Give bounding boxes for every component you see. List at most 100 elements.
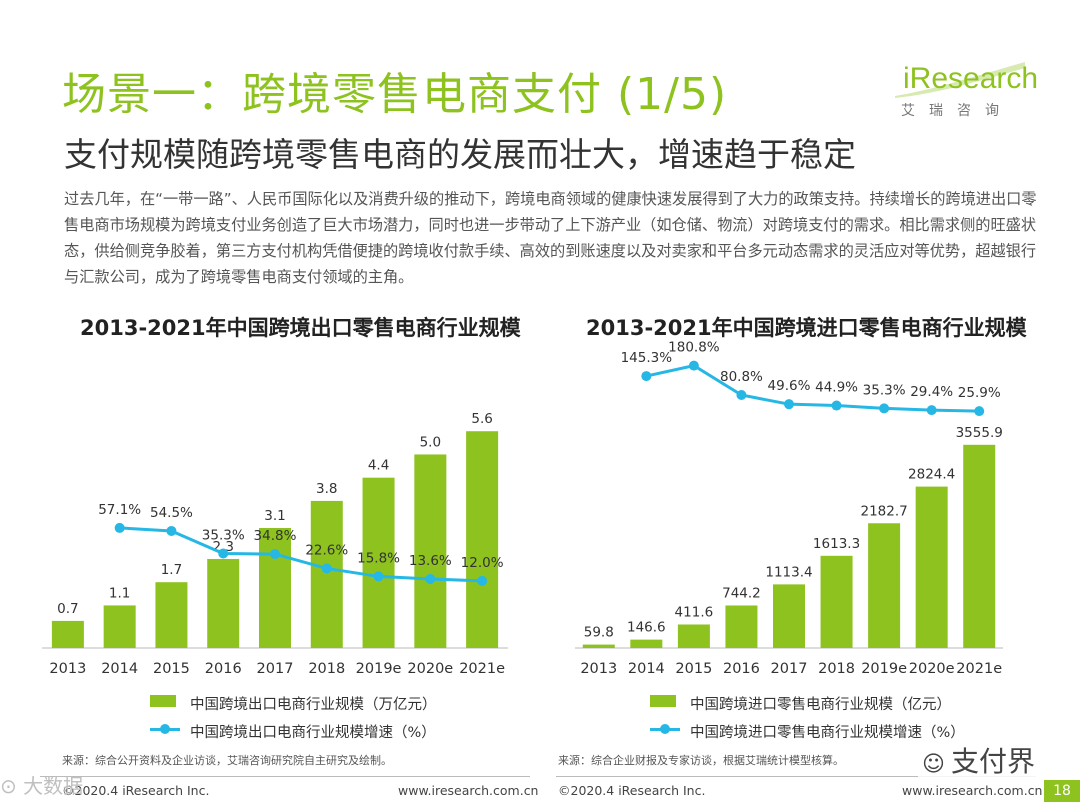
footer-url-right[interactable]: www.iresearch.com.cn: [902, 783, 1043, 798]
logo-text: iResearch: [903, 62, 1039, 95]
corner-watermark: ⊙ 大数据: [0, 770, 83, 799]
growth-point: [166, 525, 177, 536]
bar-value-label: 1.7: [161, 562, 182, 578]
growth-value-label: 54.5%: [150, 505, 193, 521]
bar-value-label: 411.6: [675, 604, 714, 620]
growth-point: [270, 549, 280, 560]
bar: [310, 500, 343, 648]
watermark-text: 大数据: [23, 774, 84, 798]
growth-point: [477, 575, 488, 586]
bar: [677, 624, 710, 648]
footer-copyright-right: ©2020.4 iResearch Inc.: [558, 783, 706, 798]
watermark-icon: ⊙: [0, 774, 24, 798]
bar-value-label: 744.2: [722, 585, 761, 601]
x-tick-label: 2019e: [861, 661, 907, 677]
footer-copyright-left: ©2020.4 iResearch Inc.: [62, 783, 210, 798]
x-tick-label: 2016: [205, 661, 242, 677]
x-tick-label: 2018: [818, 661, 855, 677]
bar: [868, 523, 901, 648]
bar: [103, 605, 136, 648]
bar: [915, 486, 948, 648]
bar-value-label: 2824.4: [908, 467, 955, 483]
x-tick-label: 2018: [308, 661, 345, 677]
x-tick-label: 2014: [101, 661, 138, 677]
x-tick-label: 2016: [723, 661, 760, 677]
logo-swoosh-icon: [895, 62, 1025, 98]
legend-bar-swatch: [650, 695, 676, 707]
bar: [466, 431, 499, 648]
x-tick-label: 2017: [257, 661, 294, 677]
legend-label: 中国跨境出口电商行业规模增速（%）: [190, 725, 436, 741]
bar: [773, 584, 805, 648]
iresearch-logo: iResearch 艾瑞咨询: [893, 60, 1038, 122]
bar-value-label: 4.4: [368, 458, 389, 474]
growth-value-label: 29.4%: [910, 384, 953, 400]
growth-line: [646, 364, 980, 413]
growth-value-label: 180.8%: [668, 340, 720, 356]
bar-value-label: 5.0: [420, 434, 441, 450]
bar: [582, 644, 615, 648]
growth-value-label: 15.8%: [357, 550, 400, 566]
intro-paragraph: 过去几年，在“一带一路”、人民币国际化以及消费升级的推动下，跨境电商领域的健康快…: [64, 190, 1037, 286]
x-tick-label: 2015: [153, 661, 190, 677]
bar: [630, 639, 663, 648]
footer-divider-right: [556, 776, 1036, 777]
bar-value-label: 0.7: [57, 601, 78, 617]
page-subtitle: 支付规模随跨境零售电商的发展而壮大，增速趋于稳定: [64, 135, 856, 174]
growth-value-label: 49.6%: [768, 378, 811, 394]
bar-value-label: 3.8: [316, 481, 337, 497]
growth-point: [831, 400, 842, 411]
bar: [963, 444, 996, 648]
bar-value-label: 3555.9: [956, 425, 1003, 441]
x-tick-label: 2013: [49, 661, 86, 677]
legend-dot-swatch: [660, 724, 670, 734]
x-tick-label: 2019e: [356, 661, 402, 677]
bar: [51, 620, 84, 648]
growth-value-label: 145.3%: [621, 350, 673, 366]
footer-url-left[interactable]: www.iresearch.com.cn: [398, 783, 539, 798]
growth-point: [784, 399, 794, 410]
bar: [725, 605, 758, 648]
chart-2-import: 59.8 2013 146.6 2014 411.6 2015 744.2 2016 1113.…: [575, 340, 1003, 677]
growth-point: [218, 548, 229, 559]
x-tick-label: 2014: [628, 661, 665, 677]
growth-value-label: 57.1%: [98, 502, 141, 518]
bar: [259, 528, 291, 648]
growth-point: [926, 405, 937, 416]
chart-1-export: 0.720131.120141.720152.320163.120173.820…: [42, 411, 508, 677]
x-tick-label: 2021e: [956, 661, 1002, 677]
page-number: 18: [1044, 780, 1080, 802]
x-tick-label: 2015: [675, 661, 712, 677]
growth-value-label: 13.6%: [409, 553, 452, 569]
x-tick-label: 2021e: [459, 661, 505, 677]
bar-value-label: 3.1: [264, 508, 285, 524]
growth-point: [736, 390, 747, 401]
x-tick-label: 2020e: [407, 661, 453, 677]
bar-value-label: 5.6: [471, 411, 492, 427]
growth-point: [373, 571, 384, 582]
bar: [414, 454, 447, 648]
bar: [155, 582, 188, 648]
chart-1-source: 来源：综合公开资料及企业访谈，艾瑞咨询研究院自主研究及绘制。: [62, 754, 392, 767]
legend-dot-swatch: [160, 724, 170, 734]
legend-label: 中国跨境出口电商行业规模（万亿元）: [190, 697, 437, 713]
legend-label: 中国跨境进口零售电商行业规模增速（%）: [690, 725, 965, 741]
growth-value-label: 35.3%: [202, 528, 245, 544]
wechat-watermark: ☺ 支付界: [918, 740, 1039, 780]
growth-point: [688, 360, 699, 371]
logo-subtext: 艾瑞咨询: [901, 103, 1013, 119]
growth-point: [321, 563, 332, 574]
x-tick-label: 2017: [771, 661, 808, 677]
bar-value-label: 2182.7: [860, 503, 907, 519]
chart-2-source: 来源：综合企业财报及专家访谈，根据艾瑞统计模型核算。: [558, 754, 844, 767]
x-tick-label: 2013: [580, 661, 617, 677]
growth-value-label: 44.9%: [815, 380, 858, 396]
growth-point: [114, 522, 125, 533]
growth-value-label: 25.9%: [958, 385, 1001, 401]
bar: [362, 477, 395, 648]
page-title: 场景一：跨境零售电商支付 (1/5): [62, 69, 728, 120]
bar-value-label: 59.8: [584, 625, 614, 641]
chart-2-title: 2013-2021年中国跨境进口零售电商行业规模: [586, 316, 1027, 340]
growth-value-label: 12.0%: [461, 555, 504, 571]
bar-value-label: 1613.3: [813, 536, 860, 552]
